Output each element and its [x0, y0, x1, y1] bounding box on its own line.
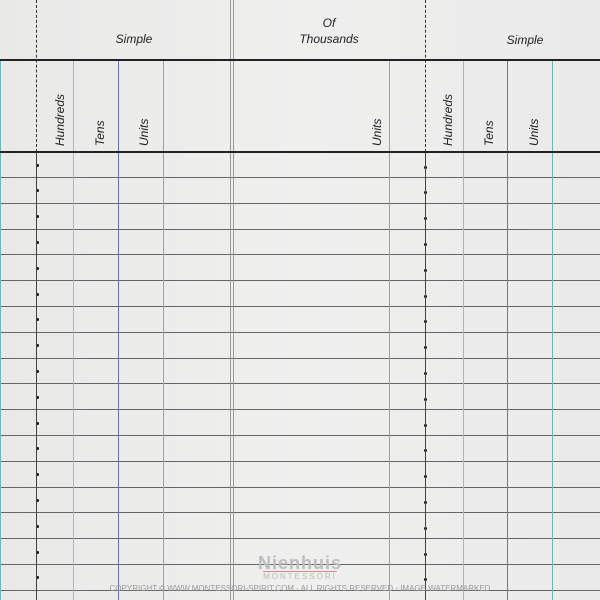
row-line: [0, 538, 600, 539]
decimal-dot: [36, 241, 39, 244]
column-line: [507, 60, 508, 600]
dashed-divider: [36, 0, 37, 152]
row-line: [0, 177, 600, 178]
header-of-thousands-line2: Thousands: [299, 32, 359, 46]
row-line: [0, 229, 600, 230]
divider-line: [233, 0, 234, 600]
column-line: [36, 152, 37, 600]
decimal-dot: [36, 267, 39, 270]
column-label-units-left: Units: [137, 118, 151, 146]
decimal-dot: [36, 370, 39, 373]
row-line: [0, 590, 600, 591]
column-label-hundreds-right: Hundreds: [441, 93, 455, 146]
decimal-dot: [36, 576, 39, 579]
decimal-dot: [36, 318, 39, 321]
decimal-dot: [36, 189, 39, 192]
row-line: [0, 332, 600, 333]
divider-line: [230, 0, 231, 600]
column-line: [425, 152, 426, 600]
column-line: [73, 60, 74, 600]
row-line: [0, 306, 600, 307]
column-line: [463, 60, 464, 600]
column-label-tens-left: Tens: [93, 120, 107, 146]
column-line: [389, 60, 390, 600]
row-line: [0, 383, 600, 384]
header-rule: [0, 151, 600, 153]
decimal-dot: [36, 525, 39, 528]
watermark-logo: Nienhuis: [257, 553, 342, 573]
decimal-dot: [36, 499, 39, 502]
column-line: [163, 60, 164, 600]
header-simple-right: Simple: [506, 33, 544, 47]
row-line: [0, 280, 600, 281]
row-line: [0, 203, 600, 204]
row-line: [0, 409, 600, 410]
header-simple-left: Simple: [115, 32, 153, 46]
watermark-logo-sub-text: MONTESSORI: [263, 571, 337, 581]
decimal-dot: [36, 447, 39, 450]
column-label-units-middle: Units: [370, 118, 384, 146]
row-line: [0, 512, 600, 513]
decimal-dot: [36, 344, 39, 347]
column-label-hundreds-left: Hundreds: [53, 93, 67, 146]
watermark-copyright: COPYRIGHT © WWW.MONTESSORI-SPIRIT.COM - …: [109, 584, 491, 593]
decimal-dot: [36, 422, 39, 425]
column-line: [0, 60, 1, 600]
decimal-dot: [36, 473, 39, 476]
dashed-divider: [425, 0, 426, 152]
row-line: [0, 564, 600, 565]
row-line: [0, 358, 600, 359]
column-label-units-right: Units: [527, 118, 541, 146]
column-label-tens-right: Tens: [482, 120, 496, 146]
decimal-dot: [36, 293, 39, 296]
row-line: [0, 487, 600, 488]
row-line: [0, 461, 600, 462]
decimal-dot: [36, 551, 39, 554]
row-line: [0, 435, 600, 436]
decimal-dot: [36, 164, 39, 167]
row-line: [0, 254, 600, 255]
column-line: [118, 60, 119, 600]
decimal-dot: [36, 396, 39, 399]
column-line: [552, 60, 553, 600]
header-of-thousands-line1: Of: [322, 16, 336, 30]
header-rule: [0, 59, 600, 61]
watermark-logo-sub: MONTESSORI: [0, 571, 600, 581]
decimal-dot: [36, 215, 39, 218]
